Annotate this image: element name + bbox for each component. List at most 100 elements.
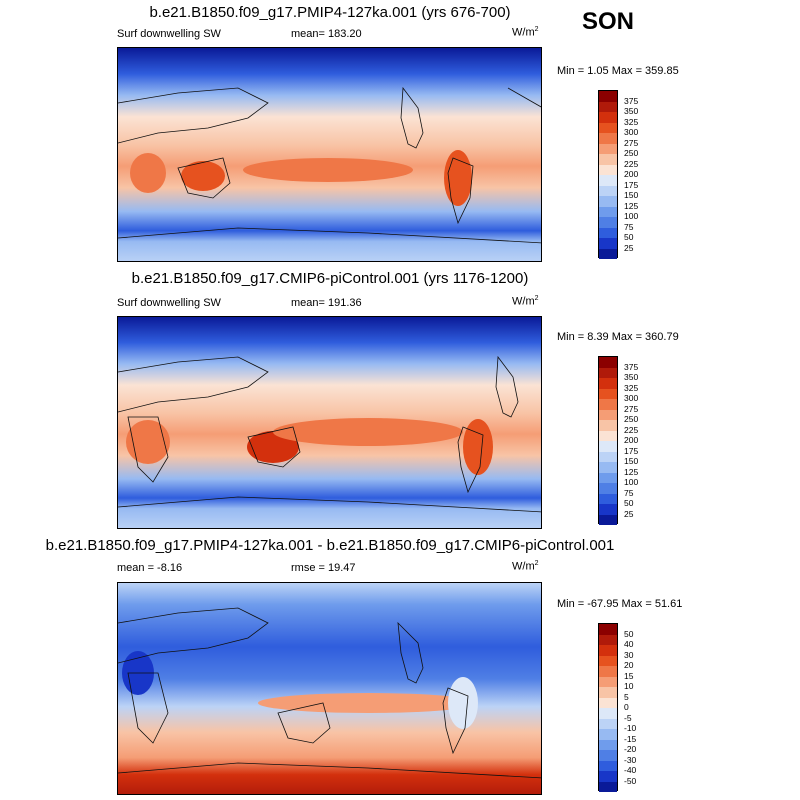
- colorbar-tick-label: 175: [624, 445, 639, 456]
- colorbar-tick-label: 275: [624, 137, 639, 148]
- colorbar-tick-label: 175: [624, 179, 639, 190]
- colorbar-tick-label: 225: [624, 158, 639, 169]
- colorbar-segment: [599, 248, 617, 259]
- colorbar-tick-label: -40: [624, 765, 637, 775]
- colorbar-tick-label: 5: [624, 691, 629, 702]
- colorbar-tick-label: -50: [624, 775, 637, 786]
- colorbar-tick-label: -5: [624, 712, 632, 723]
- panel-3-minmax: Min = -67.95 Max = 51.61: [557, 598, 683, 610]
- colorbar-segment: [599, 420, 617, 431]
- panel-3-rmse-label: rmse = 19.47: [291, 562, 356, 574]
- colorbar-tick-label: -30: [624, 754, 637, 765]
- colorbar-tick-label: 150: [624, 456, 639, 466]
- colorbar-tick-label: 40: [624, 639, 634, 649]
- colorbar-tick-label: 75: [624, 487, 634, 498]
- colorbar-segment: [599, 143, 617, 154]
- colorbar-tick-label: 325: [624, 382, 639, 393]
- panel-2-southamerica-max: [463, 419, 493, 475]
- colorbar-tick-label: 200: [624, 169, 639, 179]
- colorbar-segment: [599, 217, 617, 228]
- colorbar-segment: [599, 676, 617, 687]
- colorbar-segment: [599, 687, 617, 698]
- panel-1-mean-label: mean= 183.20: [291, 28, 362, 40]
- colorbar-segment: [599, 771, 617, 782]
- colorbar-tick-label: 250: [624, 148, 639, 158]
- colorbar-tick-label: 15: [624, 670, 634, 681]
- colorbar-segment: [599, 781, 617, 792]
- colorbar-tick-label: 50: [624, 498, 634, 508]
- colorbar-segment: [599, 133, 617, 144]
- panel-2-africa-max: [126, 420, 170, 464]
- colorbar-segment: [599, 112, 617, 123]
- colorbar-segment: [599, 739, 617, 750]
- panel-1-australia-max: [181, 161, 225, 191]
- colorbar-segment: [599, 514, 617, 525]
- colorbar-segment: [599, 378, 617, 389]
- panel-2-coastlines: [118, 355, 541, 513]
- panel-1-coastlines: [118, 86, 541, 244]
- colorbar-segment: [599, 122, 617, 133]
- colorbar-segment: [599, 760, 617, 771]
- colorbar-segment: [599, 504, 617, 515]
- colorbar-segment: [599, 441, 617, 452]
- colorbar-tick-label: 125: [624, 466, 639, 477]
- colorbar-segment: [599, 185, 617, 196]
- colorbar-segment: [599, 101, 617, 112]
- colorbar-segment: [599, 645, 617, 656]
- panel-2-mean-label: mean= 191.36: [291, 297, 362, 309]
- colorbar-tick-label: 50: [624, 628, 634, 639]
- colorbar-tick-label: 20: [624, 660, 634, 670]
- colorbar-tick-label: 300: [624, 127, 639, 137]
- colorbar-tick-label: 100: [624, 477, 639, 487]
- panel-3-coastlines: [118, 607, 541, 779]
- colorbar-tick-label: 25: [624, 508, 634, 519]
- panel-1-title: b.e21.B1850.f09_g17.PMIP4-127ka.001 (yrs…: [149, 4, 511, 21]
- panel-2-title: b.e21.B1850.f09_g17.CMIP6-piControl.001 …: [131, 270, 529, 287]
- colorbar-segment: [599, 206, 617, 217]
- panel-1-minmax: Min = 1.05 Max = 359.85: [557, 65, 679, 77]
- panel-1-variable-label: Surf downwelling SW: [117, 28, 221, 40]
- panel-1-field: [118, 48, 541, 261]
- panel-2-colorbar: [598, 356, 618, 525]
- panel-1-colorbar-labels: 375 350 325 300 275 250 225 200 175 150 125 100 75 50…: [624, 90, 664, 258]
- colorbar-tick-label: 75: [624, 221, 634, 232]
- colorbar-segment: [599, 367, 617, 378]
- panel-1-map: [117, 47, 542, 262]
- colorbar-tick-label: 375: [624, 361, 639, 372]
- colorbar-segment: [599, 462, 617, 473]
- panel-3-colorbar-labels: 50 40 30 20 15 10 5 0 -5 -10 -15 -20 -30 -40 -50: [624, 623, 664, 791]
- panel-2-minmax: Min = 8.39 Max = 360.79: [557, 331, 679, 343]
- colorbar-tick-label: 350: [624, 106, 639, 116]
- panel-1-colorbar: [598, 90, 618, 259]
- colorbar-tick-label: 10: [624, 681, 634, 691]
- colorbar-segment: [599, 634, 617, 645]
- colorbar-segment: [599, 655, 617, 666]
- panel-3-title: b.e21.B1850.f09_g17.PMIP4-127ka.001 - b.…: [45, 537, 615, 554]
- colorbar-segment: [599, 227, 617, 238]
- colorbar-segment: [599, 472, 617, 483]
- season-label: SON: [582, 8, 635, 35]
- colorbar-segment: [599, 91, 617, 102]
- panel-3-mean-label: mean = -8.16: [117, 562, 183, 574]
- colorbar-tick-label: 325: [624, 116, 639, 127]
- colorbar-tick-label: -15: [624, 733, 637, 744]
- colorbar-tick-label: 225: [624, 424, 639, 435]
- panel-3-colorbar: [598, 623, 618, 792]
- colorbar-segment: [599, 666, 617, 677]
- colorbar-segment: [599, 399, 617, 410]
- colorbar-segment: [599, 697, 617, 708]
- colorbar-tick-label: 375: [624, 95, 639, 106]
- colorbar-segment: [599, 718, 617, 729]
- colorbar-tick-label: 350: [624, 372, 639, 382]
- panel-3-field: [118, 583, 541, 794]
- colorbar-tick-label: 250: [624, 414, 639, 424]
- panel-3-map: [117, 582, 542, 795]
- colorbar-segment: [599, 451, 617, 462]
- colorbar-segment: [599, 238, 617, 249]
- panel-2-pacific-band: [273, 418, 463, 446]
- colorbar-tick-label: 25: [624, 242, 634, 253]
- panel-2-units: W/m2: [512, 295, 539, 308]
- panel-2-colorbar-labels: 375 350 325 300 275 250 225 200 175 150 125 100 75 50…: [624, 356, 664, 524]
- colorbar-segment: [599, 164, 617, 175]
- colorbar-tick-label: 200: [624, 435, 639, 445]
